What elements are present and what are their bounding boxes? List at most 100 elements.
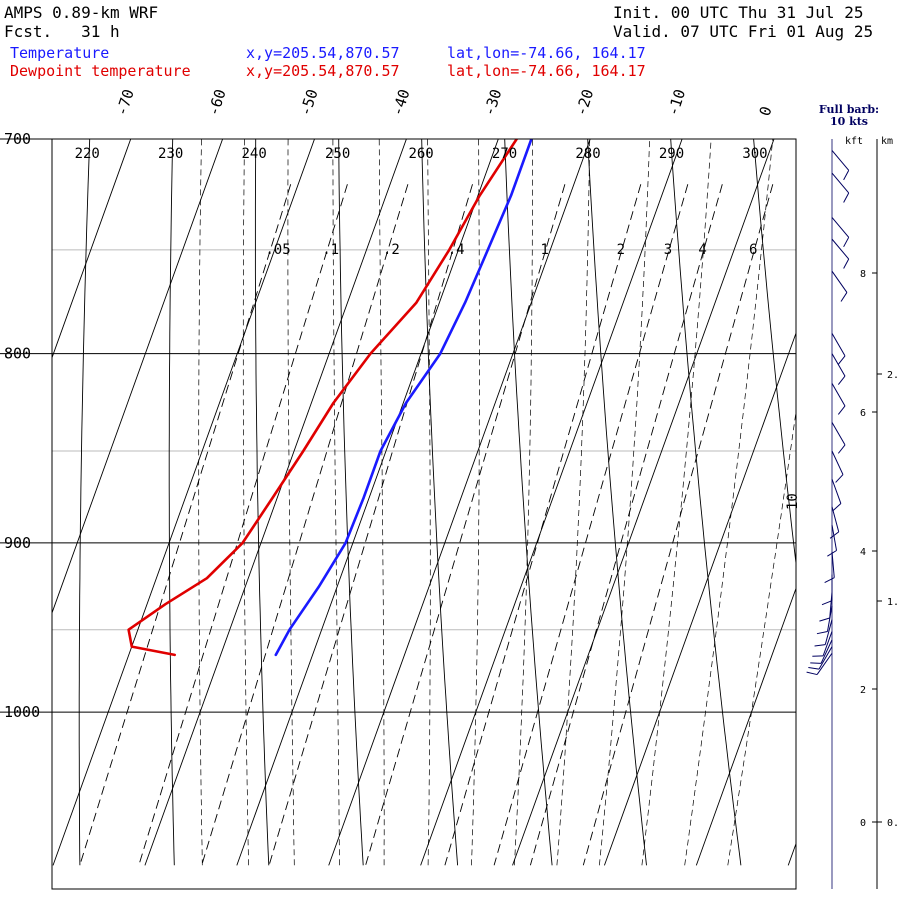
wind-barb-staff bbox=[831, 478, 842, 504]
wind-barb-staff bbox=[831, 150, 850, 171]
dry-adiabat-line bbox=[753, 139, 796, 568]
wind-barb-staff bbox=[822, 631, 833, 657]
wind-barb-staff bbox=[831, 524, 838, 551]
mixing-ratio-line bbox=[493, 184, 689, 866]
wind-barb bbox=[831, 450, 844, 483]
isotherm-tick-label: -40 bbox=[388, 87, 413, 118]
dry-adiabat-line bbox=[587, 139, 647, 866]
dry-adiabat-line bbox=[168, 139, 175, 866]
dry-adiabat-line bbox=[254, 139, 270, 866]
mixing-ratio-label: 1 bbox=[540, 242, 548, 258]
dewpoint-trace bbox=[127, 139, 519, 657]
wind-barb-staff bbox=[831, 217, 850, 238]
moist-adiabat-line bbox=[242, 139, 249, 866]
legend-temperature-xy: x,y=205.54,870.57 bbox=[246, 44, 400, 62]
isotherm-tick-label: -70 bbox=[112, 87, 137, 118]
wind-barb-flag bbox=[837, 355, 846, 365]
wind-barb-flag bbox=[810, 662, 822, 664]
height-kft-label: 8 bbox=[860, 269, 866, 280]
wind-barb-column bbox=[806, 139, 850, 889]
mixing-ratio-line bbox=[268, 184, 473, 866]
wind-barb-flag bbox=[837, 375, 846, 385]
dry-adiabat-line bbox=[504, 139, 553, 866]
wind-barb-flag bbox=[837, 405, 846, 415]
wind-barb-flag bbox=[808, 667, 820, 670]
pressure-tick-label: 900 bbox=[4, 534, 31, 552]
pressure-tick-label: 800 bbox=[4, 345, 31, 363]
isotherm-line bbox=[512, 139, 775, 866]
wind-barb-flag bbox=[835, 474, 844, 483]
dry-adiabat-label: 300 bbox=[742, 146, 767, 162]
moist-adiabat-line bbox=[684, 139, 774, 866]
dry-adiabat-label: 280 bbox=[575, 146, 600, 162]
legend-dewpoint-xy: x,y=205.54,870.57 bbox=[246, 62, 400, 80]
isotherm-tick-label: -50 bbox=[296, 87, 321, 118]
sounding-series bbox=[127, 139, 533, 657]
wind-barb bbox=[831, 383, 846, 415]
mixing-ratio-label: 3 bbox=[664, 242, 672, 258]
barb-legend-line2: 10 kts bbox=[829, 115, 869, 128]
wind-barb-flag bbox=[806, 671, 818, 676]
wind-barb-staff bbox=[816, 652, 833, 675]
wind-barb-flag bbox=[821, 600, 833, 606]
plot-frame bbox=[51, 138, 797, 890]
dry-adiabat-label: 230 bbox=[158, 146, 183, 162]
isotherm-line bbox=[52, 139, 224, 615]
isotherm-line bbox=[328, 139, 591, 866]
height-km-label: 1. bbox=[887, 597, 899, 608]
pressure-tick-label: 700 bbox=[4, 130, 31, 148]
moist-adiabat-line bbox=[641, 139, 712, 866]
forecast-hour: Fcst. 31 h bbox=[4, 22, 120, 41]
wind-barb-staff bbox=[831, 383, 846, 407]
wind-barb-staff bbox=[824, 619, 833, 645]
isotherm-tick-label: -60 bbox=[204, 87, 229, 118]
wind-barb-staff bbox=[831, 422, 846, 446]
pressure-tick-label: 1000 bbox=[4, 703, 40, 721]
wind-barb-staff bbox=[831, 506, 840, 532]
wind-barb-flag bbox=[819, 617, 830, 622]
height-km-unit: km bbox=[881, 136, 893, 147]
legend-temperature-latlon: lat,lon=-74.66, 164.17 bbox=[447, 44, 646, 62]
mixing-ratio-label: .1 bbox=[322, 242, 339, 258]
isotherm-line bbox=[695, 587, 796, 866]
moist-adiabat-line bbox=[556, 139, 591, 866]
mixing-ratio-line bbox=[79, 184, 292, 866]
moist-adiabat-line bbox=[378, 139, 385, 866]
mixing-ratio-label: .05 bbox=[265, 242, 290, 258]
wind-barb bbox=[829, 506, 840, 539]
moist-adiabat-label: 10 bbox=[785, 493, 801, 510]
height-km-label: 0. bbox=[887, 818, 899, 829]
height-kft-label: 6 bbox=[860, 408, 866, 419]
model-title: AMPS 0.89-km WRF bbox=[4, 3, 159, 22]
isotherm-line bbox=[787, 842, 796, 866]
wind-barb-flag bbox=[832, 503, 842, 512]
wind-barb-staff bbox=[831, 333, 846, 357]
moist-adiabat-line bbox=[727, 409, 796, 866]
moist-adiabat-line bbox=[198, 139, 203, 866]
mixing-ratio-line bbox=[201, 184, 409, 866]
wind-barb-flag bbox=[843, 192, 850, 203]
moist-adiabats bbox=[198, 139, 796, 866]
wind-barb-flag bbox=[816, 631, 828, 635]
dry-adiabat-line bbox=[78, 139, 91, 866]
height-kft-label: 2 bbox=[860, 685, 866, 696]
isotherm-tick-label: -20 bbox=[572, 87, 597, 118]
height-kft-label: 4 bbox=[860, 547, 866, 558]
wind-barb-flag bbox=[843, 237, 850, 248]
wind-barb-staff bbox=[820, 639, 833, 664]
wind-barb bbox=[812, 631, 833, 657]
mixing-ratio-line bbox=[365, 184, 566, 866]
wind-barb-staff bbox=[831, 450, 844, 475]
wind-barb-staff bbox=[831, 353, 846, 377]
wind-barb bbox=[831, 333, 846, 365]
wind-barb-staff bbox=[831, 172, 850, 194]
moist-adiabat-line bbox=[471, 139, 480, 866]
moist-adiabat-line bbox=[287, 139, 295, 866]
wind-barb bbox=[831, 150, 850, 181]
wind-barb bbox=[810, 639, 833, 664]
wind-barb bbox=[806, 652, 833, 676]
height-km-label: 2. bbox=[887, 370, 899, 381]
wind-barb-staff bbox=[818, 646, 833, 670]
wind-barb bbox=[831, 422, 846, 454]
